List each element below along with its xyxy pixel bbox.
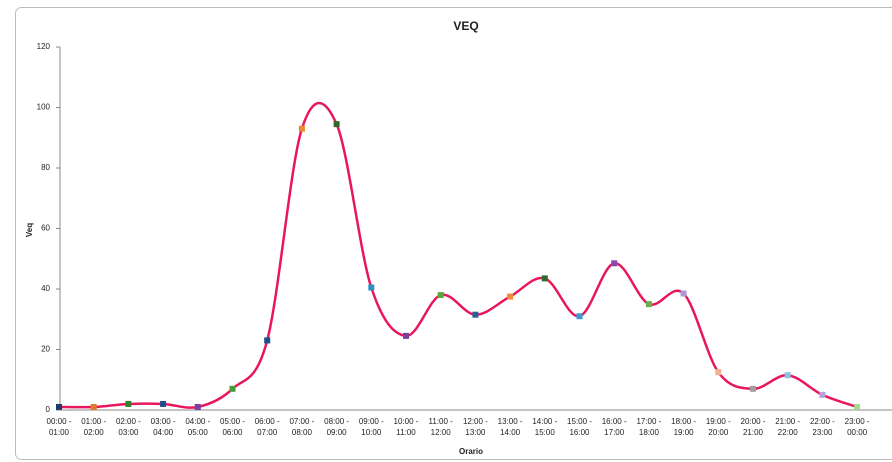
chart-title: VEQ [453,19,478,33]
y-tick-label: 20 [41,345,50,354]
data-point [437,292,444,299]
x-tick-label: 01:00 - 02:00 [81,417,107,437]
data-point [160,400,167,407]
x-tick-label: 07:00 - 08:00 [289,417,315,437]
data-point [403,332,409,339]
x-tick-label: 00:00 - 01:00 [46,417,72,437]
x-tick-label: 08:00 - 09:00 [324,417,350,437]
x-tick-label: 05:00 - 06:00 [220,417,245,437]
data-point [854,403,861,410]
x-tick-label: 12:00 - 13:00 [462,417,488,437]
x-tick-label: 21:00 - 22:00 [775,417,801,437]
x-tick-label: 16:00 - 17:00 [601,417,627,437]
y-tick-label: 120 [37,42,51,51]
chart-frame [15,7,892,460]
data-point [264,337,271,344]
data-point [298,125,305,132]
data-point [472,311,479,318]
y-tick-label: 0 [46,405,51,414]
data-point [368,284,375,291]
x-tick-label: 15:00 - 16:00 [567,417,592,437]
data-point [333,121,340,128]
x-axis-label: Orario [459,447,483,456]
data-point [541,275,548,282]
x-tick-label: 23:00 - 00:00 [844,417,870,437]
data-point [819,391,826,398]
y-tick-label: 60 [41,224,50,233]
data-point [645,301,652,308]
x-tick-label: 03:00 - 04:00 [150,417,176,437]
y-axis-label: Veq [25,223,34,237]
x-tick-label: 02:00 - 03:00 [115,417,141,437]
data-point [56,403,62,410]
data-point [611,260,618,267]
y-tick-label: 40 [41,284,50,293]
x-tick-label: 06:00 - 07:00 [254,417,280,437]
data-point [229,385,236,392]
data-point [507,293,514,300]
data-point [680,290,687,297]
x-tick-label: 09:00 - 10:00 [358,417,384,437]
data-point [715,369,722,376]
x-tick-label: 11:00 - 12:00 [428,417,453,437]
y-tick-label: 80 [41,163,50,172]
x-tick-label: 10:00 - 11:00 [393,417,419,437]
data-point [125,400,132,407]
x-tick-label: 14:00 - 15:00 [532,417,558,437]
x-tick-label: 17:00 - 18:00 [636,417,662,437]
y-tick-label: 100 [37,103,51,112]
data-point [784,372,791,379]
data-point [90,403,97,410]
x-tick-label: 04:00 - 05:00 [185,417,211,437]
data-point [194,403,201,410]
data-point [750,385,756,392]
x-tick-label: 13:00 - 14:00 [497,417,523,437]
x-tick-label: 18:00 - 19:00 [671,417,697,437]
data-point [576,313,583,320]
x-tick-label: 20:00 - 21:00 [740,417,766,437]
x-tick-label: 19:00 - 20:00 [705,417,731,437]
x-tick-label: 22:00 - 23:00 [809,417,835,437]
